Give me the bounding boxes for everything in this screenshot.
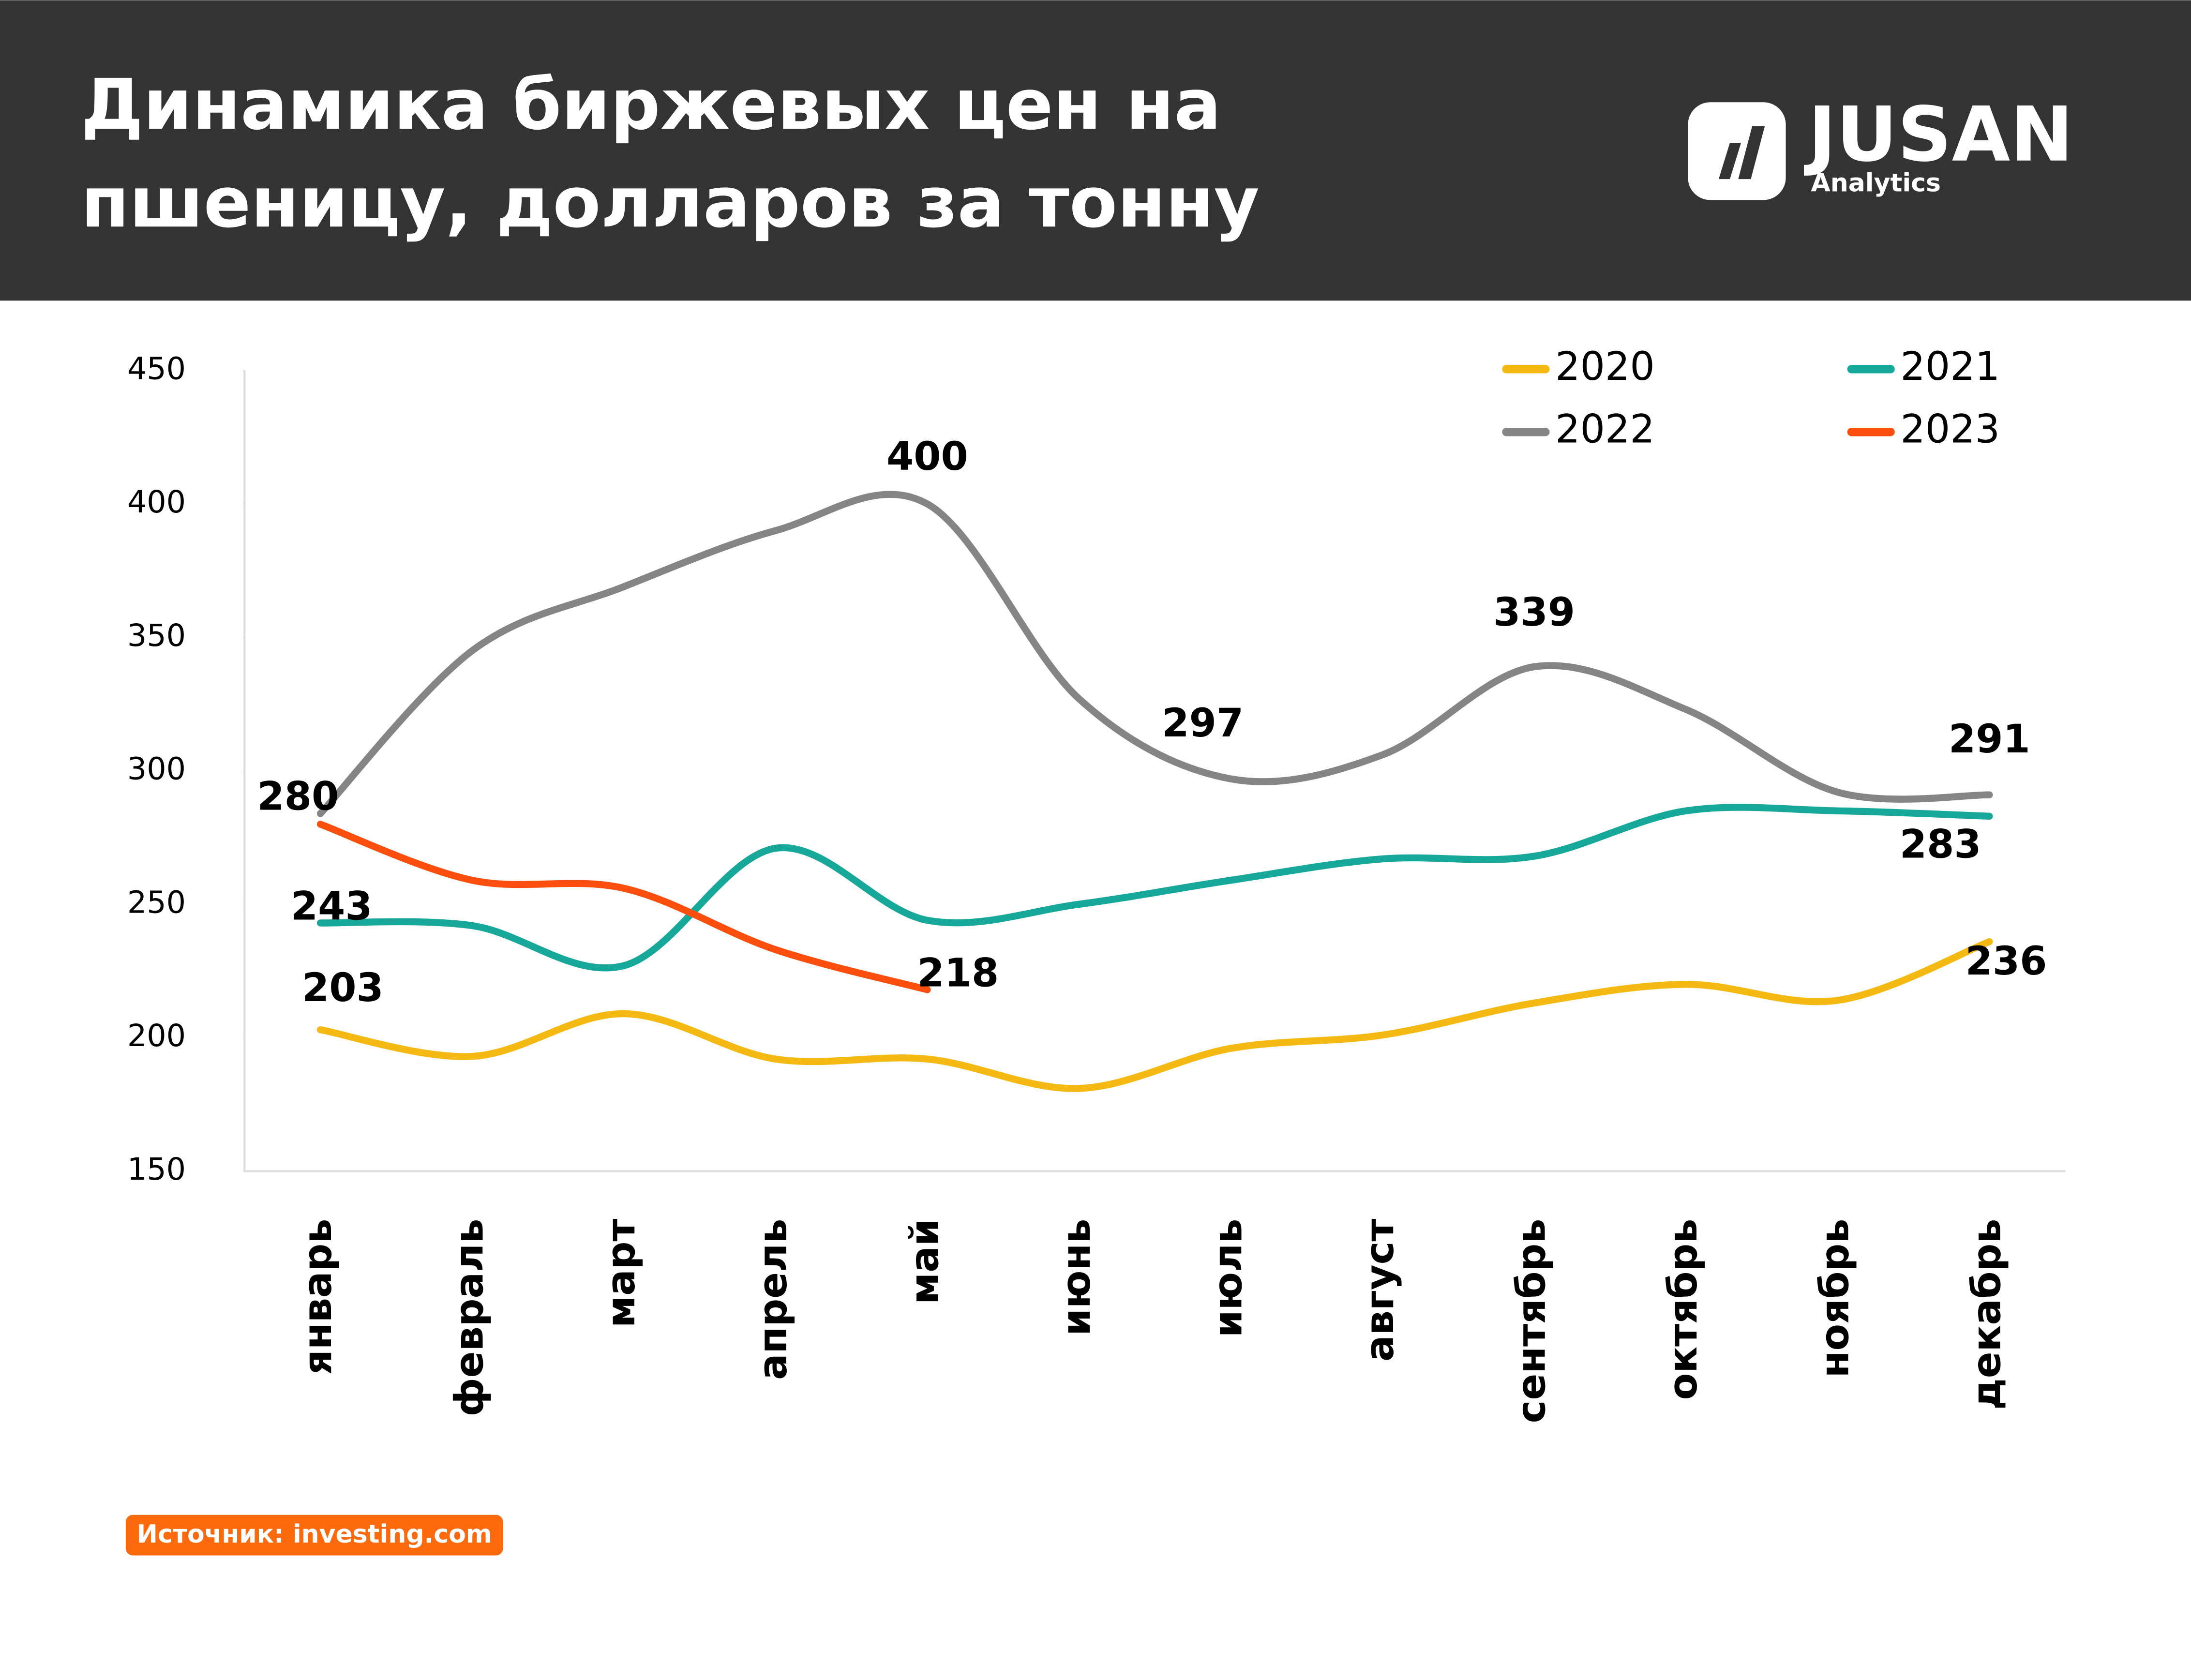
y-tick-label: 450 xyxy=(127,350,186,386)
source: Источник: investing.com xyxy=(137,1520,492,1549)
y-tick-label: 200 xyxy=(127,1018,186,1053)
chart-title: Динамика биржевых цен на пшеницу, доллар… xyxy=(81,64,1260,243)
series-line xyxy=(316,491,1993,817)
data-label: 280 xyxy=(257,774,339,819)
x-tick-label: август xyxy=(1357,1218,1403,1362)
x-tick-label: апрель xyxy=(750,1219,796,1380)
data-label: 236 xyxy=(1966,939,2047,984)
x-tick-label: июль xyxy=(1205,1219,1251,1338)
data-label: 203 xyxy=(302,965,384,1011)
title-box: Динамика биржевых цен на пшеницу, доллар… xyxy=(81,64,1260,243)
x-tick-label: сентябрь xyxy=(1509,1219,1555,1424)
x-tick-label: декабрь xyxy=(1964,1219,2010,1410)
x-tick-label: ноябрь xyxy=(1813,1219,1858,1378)
data-label: 339 xyxy=(1493,590,1575,635)
data-label: 243 xyxy=(291,884,373,930)
y-tick-label: 350 xyxy=(127,617,186,653)
data-label: 400 xyxy=(886,434,968,480)
x-tick-label: октябрь xyxy=(1661,1219,1706,1400)
x-tick-label: январь xyxy=(295,1219,341,1375)
legend-label: 2021 xyxy=(1900,344,2000,390)
data-label: 283 xyxy=(1900,822,1981,867)
series-line xyxy=(316,804,1993,972)
y-tick-label: 300 xyxy=(127,751,186,787)
logo-glyph xyxy=(1718,126,1765,180)
series-line xyxy=(316,821,931,993)
legend-label: 2022 xyxy=(1555,407,1655,452)
legend-label: 2023 xyxy=(1900,407,2000,452)
data-label: 218 xyxy=(917,950,999,996)
data-label: 291 xyxy=(1949,717,2030,762)
y-tick-label: 150 xyxy=(127,1151,186,1187)
x-tick-label: июнь xyxy=(1054,1219,1099,1336)
data-label: 297 xyxy=(1162,701,1244,746)
legend-label: 2020 xyxy=(1555,344,1655,390)
y-tick-label: 400 xyxy=(127,484,186,520)
logo-name: JUSAN xyxy=(1804,90,2073,179)
header-bar xyxy=(0,0,2191,301)
logo-sub: Analytics xyxy=(1811,169,1941,198)
y-tick-label: 250 xyxy=(127,884,186,920)
x-tick-label: февраль xyxy=(447,1219,493,1417)
x-tick-label: май xyxy=(902,1219,947,1305)
source-badge xyxy=(125,1515,503,1556)
x-tick-label: март xyxy=(599,1218,644,1328)
series-line xyxy=(316,938,1993,1092)
